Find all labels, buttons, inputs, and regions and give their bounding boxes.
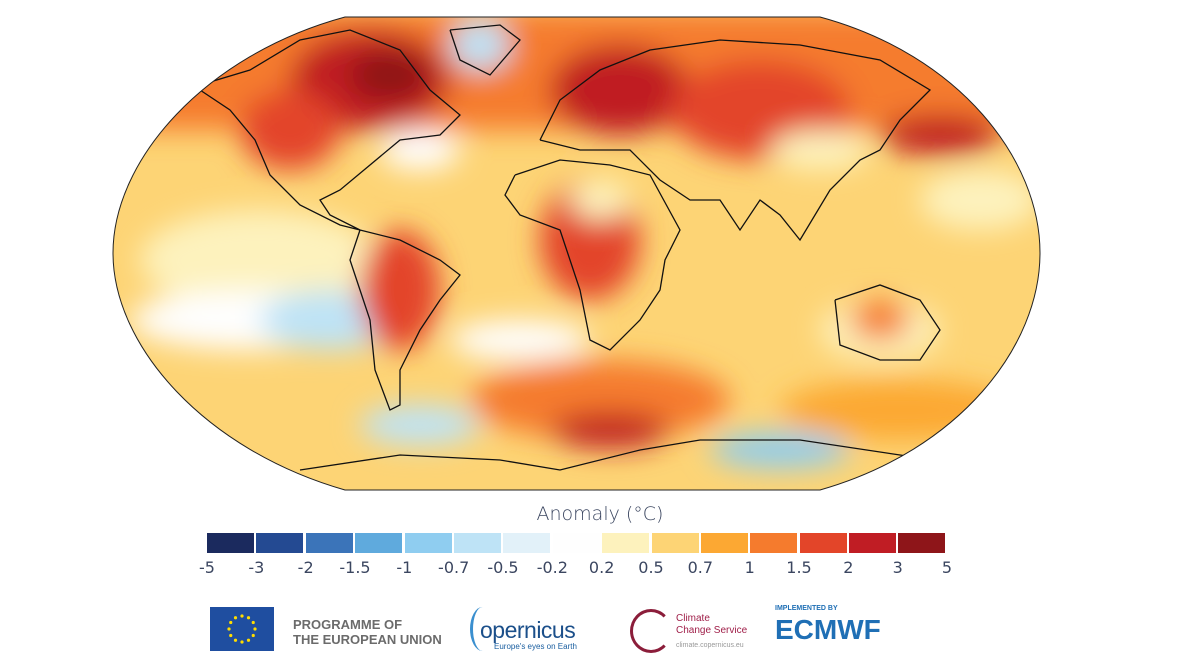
eu-star [246, 638, 251, 642]
colorbar-tick-label: 0.2 [588, 558, 615, 577]
colorbar-swatch [750, 533, 798, 553]
colorbar-swatch [207, 533, 254, 553]
colorbar-swatch [256, 533, 304, 553]
eu-star [251, 633, 255, 638]
c3s-title: Climate Change Service [676, 613, 747, 637]
colorbar-swatch [849, 533, 897, 553]
colorbar-swatch [355, 533, 403, 553]
coastlines [199, 24, 1001, 471]
colorbar-tick-label: 5 [941, 558, 953, 577]
colorbar-tick-label: 0.5 [638, 558, 664, 577]
eu-star [253, 627, 257, 631]
ecmwf-prefix: IMPLEMENTED BY [775, 605, 838, 612]
eu-star [233, 638, 238, 642]
colorbar-labels: -5 -3 -2 -1.5 -1 -0.7 -0.5 -0.2 0.2 0.5 0.7 1 1.5 2 3 5 [199, 558, 952, 580]
eu-star [227, 627, 231, 631]
c3s-line2: Change Service [676, 625, 748, 636]
c3s-url: climate.copernicus.eu [676, 642, 744, 649]
eurasia-coastline [539, 39, 932, 242]
colorbar-tick-label: -0.7 [438, 558, 470, 577]
eu-star [229, 620, 233, 625]
eu-flag-logo [210, 607, 274, 651]
colorbar-tick-label: -3 [248, 558, 265, 577]
colorbar-tick-label: 0.7 [687, 558, 714, 577]
colorbar-tick-label: -1 [396, 558, 413, 577]
eu-star [229, 633, 233, 638]
colorbar-tick-label: 3 [892, 558, 903, 577]
colorbar-swatch [305, 533, 353, 553]
colorbar-swatch [552, 533, 600, 553]
colorbar-tick-label: 2 [843, 558, 854, 577]
eu-star [240, 614, 244, 618]
c3s-line1: Climate [676, 613, 710, 624]
temperature-anomaly-map [112, 16, 1041, 491]
colorbar-tick-label: 1.5 [786, 558, 812, 577]
colorbar-tick-label: -0.5 [487, 558, 519, 577]
copernicus-logo: opernicus Europe's eyes on Earth [470, 607, 600, 653]
colorbar-tick-label: 1 [744, 558, 755, 577]
eu-star [240, 640, 244, 644]
colorbar-tick-label: -2 [297, 558, 314, 577]
eu-star [251, 620, 255, 625]
eu-line1: PROGRAMME OF [293, 617, 403, 632]
logo-strip: PROGRAMME OF THE EUROPEAN UNION opernicu… [0, 605, 1200, 655]
colorbar-tick-label: -5 [199, 558, 215, 577]
c3s-logo: Climate Change Service climate.copernicu… [630, 607, 760, 653]
ecmwf-name: ECMWF [775, 614, 881, 645]
thermometer-cloud-icon [630, 609, 672, 653]
colorbar-swatch [404, 533, 452, 553]
eu-star [246, 616, 251, 620]
africa-coastline [504, 159, 681, 351]
greenland-coastline [449, 24, 521, 76]
copernicus-arc-icon [470, 607, 495, 651]
eu-line2: THE EUROPEAN UNION [293, 632, 442, 647]
eu-stars-icon [227, 614, 257, 644]
copernicus-tagline: Europe's eyes on Earth [494, 642, 577, 651]
copernicus-name: opernicus [480, 617, 576, 643]
colorbar-tick-label: -1.5 [339, 558, 371, 577]
ecmwf-logo: IMPLEMENTED BY ECMWF [775, 605, 881, 646]
north-america-coastline [199, 29, 461, 231]
anomaly-field [113, 17, 1040, 490]
colorbar-swatch [651, 533, 699, 553]
australia-coastline [834, 284, 941, 361]
colorbar [207, 533, 948, 553]
colorbar-swatch [503, 533, 551, 553]
colorbar-swatch [453, 533, 501, 553]
colorbar-title: Anomaly (°C) [536, 503, 664, 525]
eu-star [233, 616, 238, 620]
south-america-coastline [349, 229, 461, 411]
antarctica-coastline [299, 439, 1001, 471]
colorbar-swatch [898, 533, 946, 553]
map-border [112, 16, 1041, 491]
eu-programme-text: PROGRAMME OF THE EUROPEAN UNION [293, 617, 442, 647]
colorbar-swatch [799, 533, 847, 553]
colorbar-swatch [602, 533, 650, 553]
colorbar-tick-label: -0.2 [536, 558, 568, 577]
colorbar-swatch [700, 533, 748, 553]
